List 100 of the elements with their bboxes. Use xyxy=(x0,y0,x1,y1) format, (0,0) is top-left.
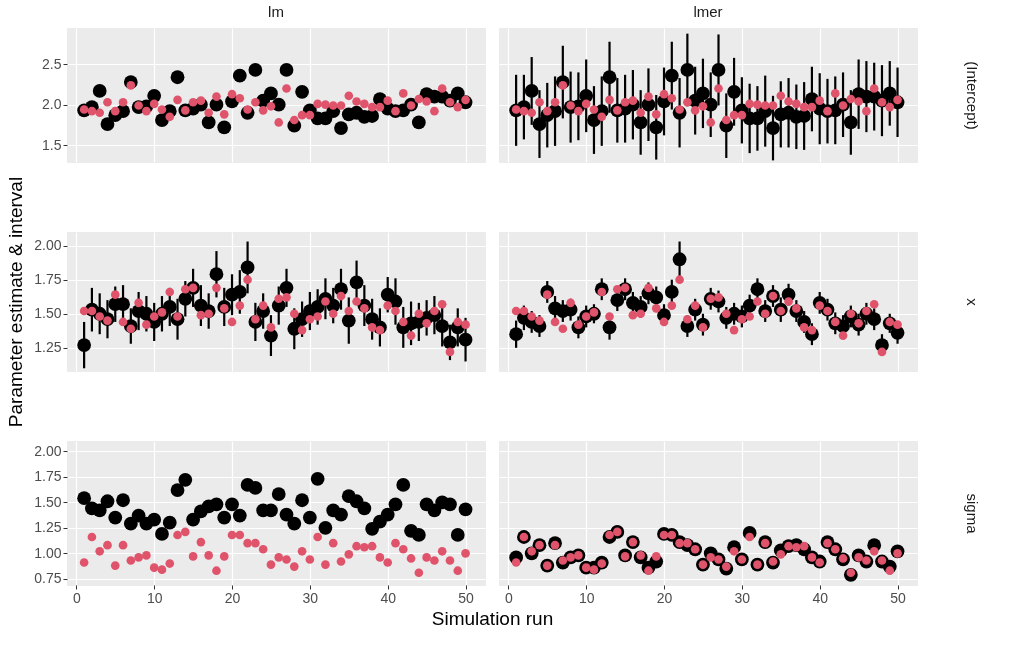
point xyxy=(313,99,322,109)
point xyxy=(336,557,346,566)
point xyxy=(644,92,653,101)
point xyxy=(509,327,524,342)
point xyxy=(753,100,762,110)
point xyxy=(227,89,237,99)
point xyxy=(219,110,229,119)
point xyxy=(612,284,622,294)
point xyxy=(391,538,400,548)
point xyxy=(815,96,825,105)
point xyxy=(453,566,463,576)
point xyxy=(690,106,700,115)
y-tick-label: 1.75 xyxy=(34,271,62,288)
point xyxy=(295,493,309,508)
point xyxy=(209,267,224,282)
point xyxy=(212,283,221,293)
point xyxy=(149,99,159,109)
point xyxy=(243,275,252,285)
point xyxy=(352,97,361,106)
y-tick-label: 1.50 xyxy=(34,305,62,322)
point xyxy=(524,84,539,98)
point xyxy=(437,299,447,309)
point xyxy=(830,89,840,98)
point xyxy=(297,110,307,120)
point xyxy=(302,510,317,525)
point xyxy=(532,117,547,131)
point xyxy=(204,551,213,560)
point xyxy=(383,558,393,567)
point xyxy=(605,95,614,105)
point xyxy=(248,63,263,77)
point xyxy=(173,530,182,540)
point xyxy=(344,306,354,316)
point xyxy=(103,97,112,107)
point xyxy=(683,97,692,107)
point xyxy=(297,546,307,556)
point xyxy=(305,555,315,564)
point xyxy=(882,86,897,101)
point xyxy=(110,561,120,570)
point xyxy=(422,553,431,562)
point xyxy=(178,291,193,306)
point xyxy=(445,556,455,565)
point xyxy=(893,320,902,329)
point xyxy=(126,556,136,565)
point xyxy=(77,491,92,506)
point xyxy=(659,89,669,99)
point xyxy=(574,106,583,116)
point xyxy=(266,560,276,569)
point xyxy=(162,300,177,314)
point xyxy=(305,314,315,324)
point xyxy=(838,331,848,340)
point xyxy=(696,86,710,101)
point xyxy=(165,112,175,122)
point xyxy=(753,297,762,306)
point xyxy=(204,309,213,319)
point xyxy=(869,299,879,309)
point xyxy=(258,301,268,310)
point xyxy=(258,544,268,554)
point xyxy=(310,471,325,486)
point xyxy=(550,97,560,107)
point xyxy=(721,309,731,319)
point xyxy=(279,63,294,77)
point xyxy=(867,312,882,327)
point xyxy=(602,70,617,85)
point xyxy=(118,317,128,327)
point xyxy=(784,97,793,106)
point xyxy=(344,91,354,101)
point xyxy=(768,101,778,110)
point xyxy=(620,283,630,293)
point xyxy=(232,508,247,523)
point xyxy=(550,317,560,327)
point xyxy=(869,84,879,93)
point xyxy=(535,316,544,325)
point xyxy=(589,308,599,317)
point xyxy=(398,317,408,327)
point xyxy=(443,497,457,512)
point xyxy=(271,487,286,501)
point xyxy=(349,275,364,290)
point xyxy=(219,552,229,561)
point xyxy=(313,312,322,321)
y2-axis-title: sigma xyxy=(963,493,981,535)
point xyxy=(807,325,817,335)
point xyxy=(95,546,105,556)
point xyxy=(435,319,450,333)
point xyxy=(287,516,302,531)
point xyxy=(535,97,544,107)
point xyxy=(869,546,879,556)
point xyxy=(581,99,591,109)
y-tick-label: 2.00 xyxy=(34,442,62,459)
x-tick-label: 10 xyxy=(146,589,163,606)
point xyxy=(636,108,645,118)
point xyxy=(225,497,239,512)
point xyxy=(597,112,607,122)
point xyxy=(142,320,151,329)
point xyxy=(792,99,801,109)
x-tick-label: 20 xyxy=(224,589,241,606)
point xyxy=(527,108,537,118)
point xyxy=(799,323,809,332)
point xyxy=(620,97,630,107)
point xyxy=(651,552,661,561)
y2-axis-title: x xyxy=(963,298,981,307)
